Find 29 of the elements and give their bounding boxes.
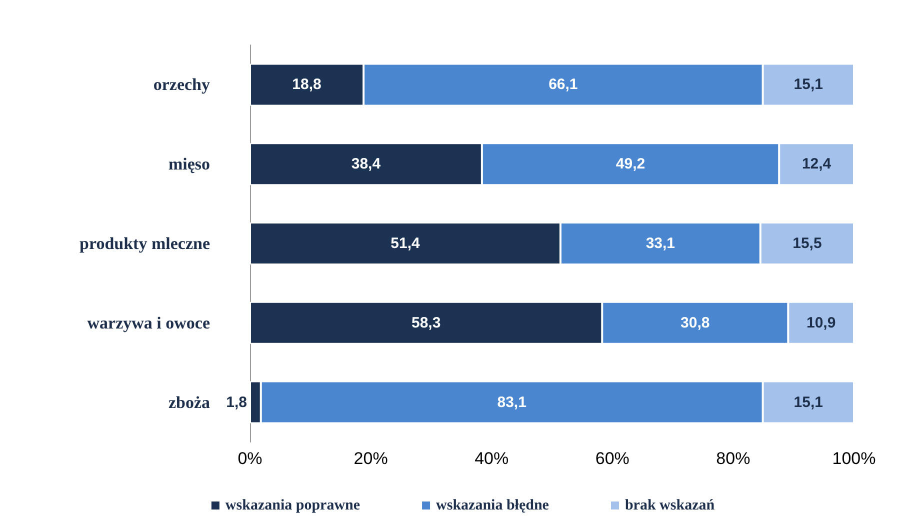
data-label: 15,1 xyxy=(794,76,823,94)
data-label: 58,3 xyxy=(411,314,441,332)
x-tick-label: 60% xyxy=(595,449,630,468)
y-tick-label: warzywa i owoce xyxy=(87,313,210,332)
data-label: 15,5 xyxy=(792,235,822,252)
y-tick-label: mięso xyxy=(168,154,210,174)
x-tick-label: 40% xyxy=(474,449,509,468)
x-tick-label: 20% xyxy=(354,449,388,468)
legend-label: wskazania błędne xyxy=(436,498,550,514)
data-label: 18,8 xyxy=(292,76,322,94)
y-tick-label: zboża xyxy=(168,392,210,412)
data-label: 38,4 xyxy=(351,156,382,173)
x-tick-label: 0% xyxy=(238,449,262,468)
legend-label: brak wskazań xyxy=(624,498,716,514)
y-tick-label: produkty mleczne xyxy=(80,234,210,253)
data-label: 66,1 xyxy=(548,76,578,94)
data-label: 49,2 xyxy=(616,156,646,173)
legend-label: wskazania poprawne xyxy=(225,498,360,514)
x-tick-label: 100% xyxy=(832,449,876,468)
data-label: 33,1 xyxy=(646,235,676,252)
data-label: 10,9 xyxy=(806,314,836,332)
y-tick-label: orzechy xyxy=(153,75,210,94)
data-label: 1,8 xyxy=(226,394,247,411)
data-label: 12,4 xyxy=(802,156,832,173)
data-label: 30,8 xyxy=(680,314,710,332)
data-label: 83,1 xyxy=(497,394,526,411)
x-tick-label: 80% xyxy=(716,449,750,468)
data-label: 15,1 xyxy=(794,394,823,411)
data-label: 51,4 xyxy=(390,235,420,252)
